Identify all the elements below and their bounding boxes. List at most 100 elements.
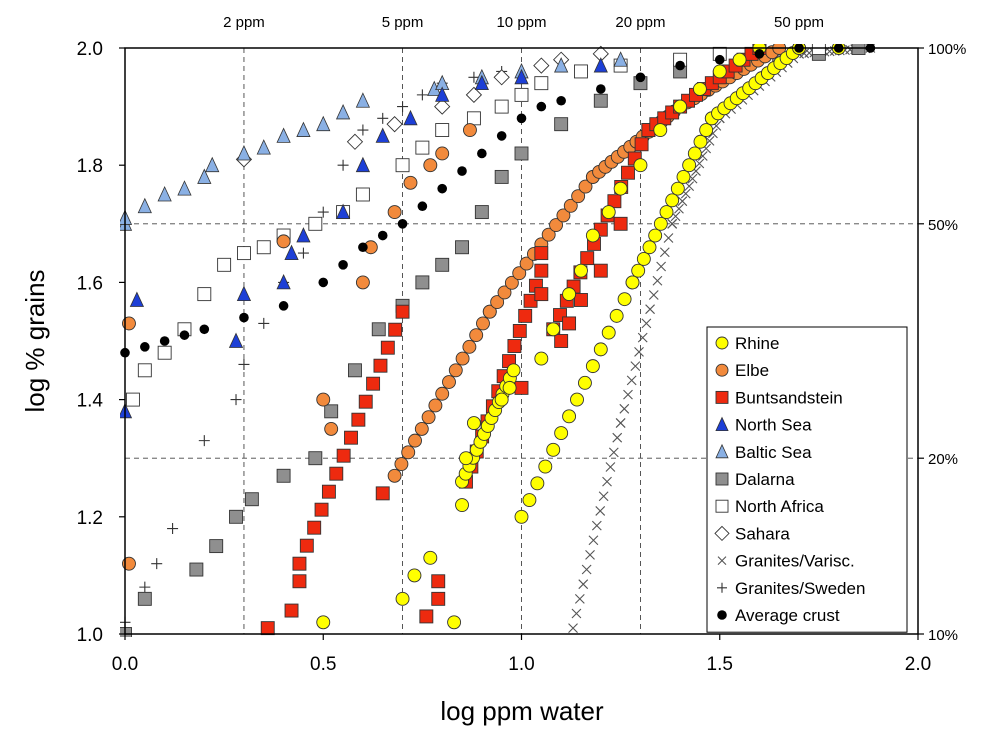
legend-label: Sahara: [735, 524, 790, 543]
data-point: [177, 180, 192, 196]
data-point: [717, 556, 727, 565]
data-point: [556, 95, 566, 106]
data-point: [395, 591, 410, 606]
data-point: [189, 562, 204, 577]
top-axis-label: 20 ppm: [615, 14, 665, 31]
data-point: [715, 363, 729, 377]
data-point: [244, 492, 259, 507]
data-point: [494, 392, 509, 407]
data-point: [514, 87, 529, 102]
right-axis-label: 10%: [928, 627, 958, 644]
data-point: [434, 98, 451, 115]
data-point: [621, 165, 635, 180]
legend-label: Dalarna: [735, 470, 795, 489]
data-point: [137, 363, 152, 378]
data-point: [397, 101, 409, 113]
series-dalarna: [120, 44, 866, 637]
series-buntsandstein: [260, 44, 767, 636]
data-point: [336, 448, 351, 463]
data-point: [493, 69, 510, 86]
data-point: [577, 375, 592, 390]
data-point: [608, 447, 619, 458]
data-point: [308, 216, 323, 231]
data-point: [260, 621, 275, 636]
data-point: [494, 169, 509, 184]
data-point: [338, 260, 348, 270]
data-point: [337, 159, 349, 171]
x-axis-title: log ppm water: [440, 696, 604, 726]
data-point: [642, 240, 657, 255]
data-point: [581, 564, 592, 575]
data-point: [375, 127, 390, 143]
data-point: [593, 263, 608, 278]
data-point: [403, 175, 418, 190]
data-point: [512, 266, 527, 281]
data-point: [468, 71, 480, 83]
top-axis-label: 50 ppm: [774, 14, 824, 31]
data-point: [316, 615, 331, 630]
data-point: [205, 156, 220, 173]
data-point: [533, 57, 550, 74]
y-axis-title: log % grains: [20, 269, 50, 412]
y-tick-label: 1.6: [77, 273, 103, 294]
data-point: [554, 57, 569, 73]
data-point: [534, 351, 549, 366]
data-point: [635, 72, 646, 83]
data-point: [238, 358, 250, 370]
data-point: [447, 615, 462, 630]
data-point: [466, 111, 481, 126]
data-point: [129, 291, 145, 307]
data-point: [636, 252, 651, 266]
data-point: [653, 123, 668, 137]
legend-label: Baltic Sea: [735, 443, 812, 462]
data-point: [474, 74, 489, 91]
data-point: [554, 334, 569, 348]
data-point: [239, 312, 249, 323]
data-point: [307, 520, 322, 535]
data-point: [677, 196, 688, 207]
data-point: [462, 339, 477, 354]
data-point: [284, 603, 299, 618]
data-point: [714, 525, 730, 542]
data-point: [715, 472, 729, 486]
data-point: [386, 116, 403, 133]
data-point: [554, 426, 569, 441]
data-point: [613, 51, 628, 67]
data-point: [377, 112, 389, 124]
data-point: [601, 205, 616, 220]
data-point: [653, 216, 668, 231]
series-baltic-sea: [120, 51, 628, 231]
data-point: [574, 293, 588, 307]
data-point: [355, 92, 371, 108]
data-point: [514, 68, 529, 85]
legend-label: North Sea: [735, 416, 812, 435]
series-sahara: [235, 45, 609, 168]
data-point: [670, 181, 685, 196]
data-point: [675, 60, 685, 71]
data-point: [562, 287, 577, 302]
x-tick-label: 0.0: [112, 654, 138, 675]
data-point: [607, 194, 622, 209]
data-point: [387, 468, 402, 483]
data-point: [435, 386, 450, 401]
data-point: [588, 535, 599, 546]
data-point: [615, 418, 626, 428]
data-point: [516, 113, 527, 124]
data-point: [612, 432, 623, 443]
data-point: [601, 325, 616, 340]
data-point: [530, 476, 545, 491]
data-point: [514, 509, 529, 524]
x-tick-label: 2.0: [905, 654, 931, 675]
data-point: [648, 290, 659, 300]
data-point: [568, 623, 578, 634]
data-point: [613, 216, 628, 231]
data-point: [421, 410, 436, 425]
data-point: [538, 459, 553, 474]
data-point: [435, 146, 450, 161]
data-point: [514, 380, 529, 395]
data-point: [455, 498, 469, 513]
data-point: [459, 451, 473, 466]
data-point: [321, 484, 336, 499]
data-point: [324, 404, 339, 419]
